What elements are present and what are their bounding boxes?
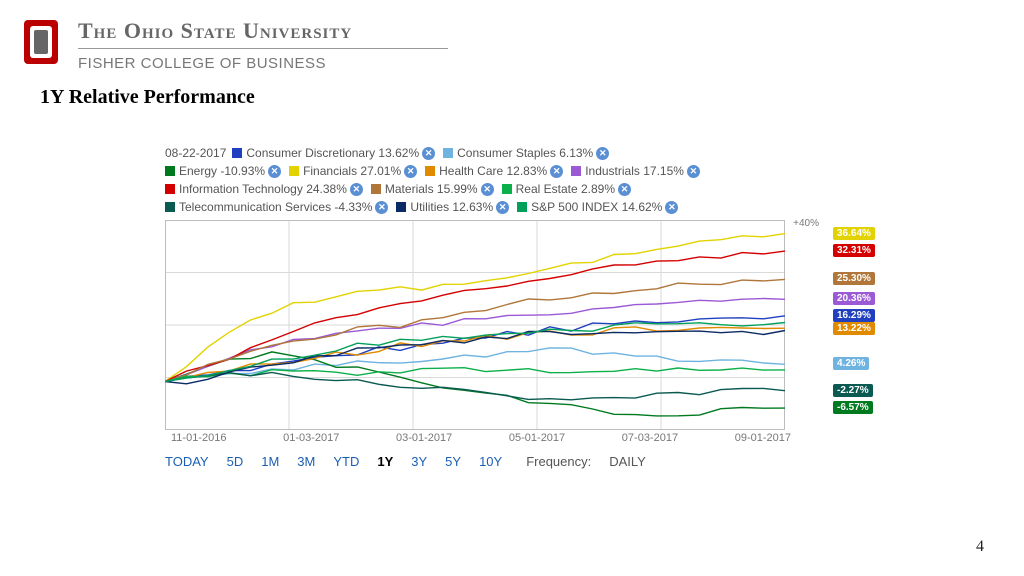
legend-item: Consumer Discretionary 13.62%✕ [232,144,435,162]
chart-plot: +40% 16.29%4.26%-6.57%36.64%13.22%20.36%… [165,220,785,430]
legend-item: Consumer Staples 6.13%✕ [443,144,609,162]
range-selector: TODAY 5D 1M 3M YTD 1Y 3Y 5Y 10Y Frequency: DAILY [165,454,805,469]
slide-title: 1Y Relative Performance [40,86,255,109]
legend-item: Financials 27.01%✕ [289,162,417,180]
legend-item: Telecommunication Services -4.33%✕ [165,198,388,216]
legend-label: Financials 27.01% [303,162,401,180]
legend-remove-icon[interactable]: ✕ [596,147,609,160]
legend-label: Information Technology 24.38% [179,180,347,198]
series-end-label: -2.27% [833,384,873,397]
legend-remove-icon[interactable]: ✕ [550,165,563,178]
legend-remove-icon[interactable]: ✕ [404,165,417,178]
series-line [165,348,785,382]
range-option-3m[interactable]: 3M [297,454,315,469]
legend-swatch-icon [289,166,299,176]
range-option-10y[interactable]: 10Y [479,454,502,469]
series-line [165,372,785,399]
series-end-label: 4.26% [833,357,869,370]
legend-item: Industrials 17.15%✕ [571,162,700,180]
x-tick: 01-03-2017 [283,432,339,444]
university-name: The Ohio State University [78,18,448,49]
series-end-label: 20.36% [833,292,875,305]
series-line [165,234,785,382]
range-option-5d[interactable]: 5D [227,454,244,469]
legend-date: 08-22-2017 [165,144,226,162]
legend-remove-icon[interactable]: ✕ [350,183,363,196]
legend-swatch-icon [371,184,381,194]
legend-swatch-icon [571,166,581,176]
legend-remove-icon[interactable]: ✕ [422,147,435,160]
range-option-5y[interactable]: 5Y [445,454,461,469]
legend-swatch-icon [502,184,512,194]
legend-remove-icon[interactable]: ✕ [665,201,678,214]
series-end-label: 16.29% [833,309,875,322]
legend-label: Telecommunication Services -4.33% [179,198,372,216]
series-end-label: 25.30% [833,272,875,285]
page-number: 4 [976,538,984,556]
x-tick: 07-03-2017 [622,432,678,444]
legend-item: Energy -10.93%✕ [165,162,281,180]
legend-label: Consumer Staples 6.13% [457,144,593,162]
legend-swatch-icon [517,202,527,212]
legend-label: Utilities 12.63% [410,198,493,216]
legend-item: Health Care 12.83%✕ [425,162,563,180]
legend-label: S&P 500 INDEX 14.62% [531,198,662,216]
series-end-label: -6.57% [833,401,873,414]
legend-label: Energy -10.93% [179,162,265,180]
legend-item: Utilities 12.63%✕ [396,198,509,216]
legend-remove-icon[interactable]: ✕ [481,183,494,196]
legend-item: S&P 500 INDEX 14.62%✕ [517,198,678,216]
legend-item: Information Technology 24.38%✕ [165,180,363,198]
legend-remove-icon[interactable]: ✕ [268,165,281,178]
y-top-note: +40% [793,218,819,229]
x-tick: 05-01-2017 [509,432,565,444]
legend-swatch-icon [425,166,435,176]
legend-label: Consumer Discretionary 13.62% [246,144,419,162]
legend-label: Health Care 12.83% [439,162,547,180]
frequency-value: DAILY [609,454,646,469]
range-option-1m[interactable]: 1M [261,454,279,469]
series-end-label: 32.31% [833,244,875,257]
legend-item: Real Estate 2.89%✕ [502,180,631,198]
legend-label: Real Estate 2.89% [516,180,615,198]
series-end-label: 13.22% [833,322,875,335]
legend-swatch-icon [232,148,242,158]
legend-item: Materials 15.99%✕ [371,180,494,198]
legend-remove-icon[interactable]: ✕ [496,201,509,214]
legend-swatch-icon [165,184,175,194]
chart-legend: 08-22-2017Consumer Discretionary 13.62%✕… [165,144,825,216]
range-option-3y[interactable]: 3Y [411,454,427,469]
x-axis-ticks: 11-01-2016 01-03-2017 03-01-2017 05-01-2017… [165,432,797,444]
chart: 08-22-2017Consumer Discretionary 13.62%✕… [165,144,825,469]
osu-logo-icon [20,18,62,66]
range-option-today[interactable]: TODAY [165,454,209,469]
series-end-label: 36.64% [833,227,875,240]
legend-swatch-icon [396,202,406,212]
legend-label: Industrials 17.15% [585,162,684,180]
range-option-1y[interactable]: 1Y [377,454,393,469]
legend-swatch-icon [165,166,175,176]
legend-swatch-icon [443,148,453,158]
legend-remove-icon[interactable]: ✕ [375,201,388,214]
college-name: FISHER COLLEGE OF BUSINESS [78,55,448,72]
legend-remove-icon[interactable]: ✕ [687,165,700,178]
header: The Ohio State University FISHER COLLEGE… [20,18,448,72]
legend-label: Materials 15.99% [385,180,478,198]
x-tick: 03-01-2017 [396,432,452,444]
x-tick: 11-01-2016 [171,432,226,444]
frequency-label: Frequency: [526,454,591,469]
legend-swatch-icon [165,202,175,212]
range-option-ytd[interactable]: YTD [333,454,359,469]
legend-remove-icon[interactable]: ✕ [618,183,631,196]
x-tick: 09-01-2017 [735,432,791,444]
